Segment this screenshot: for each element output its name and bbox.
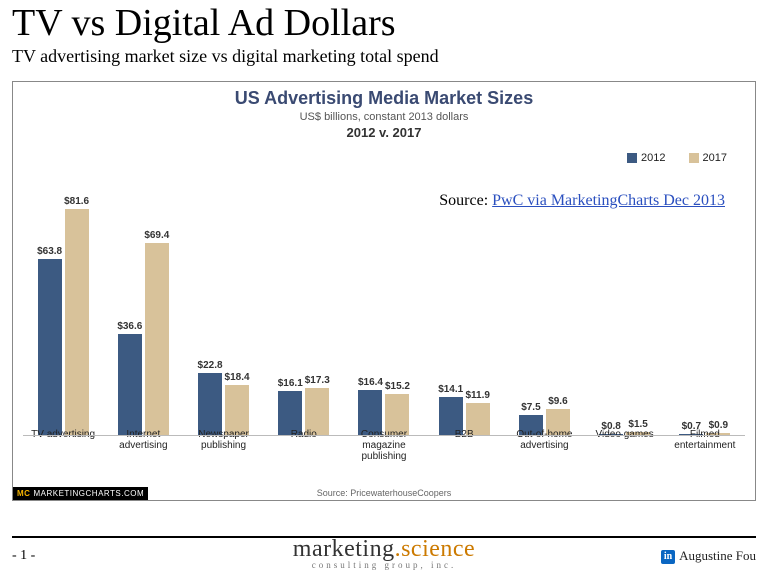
category-group: $14.1$11.9 xyxy=(425,186,503,436)
category-group: $0.8$1.5 xyxy=(586,186,664,436)
x-axis-label: Filmed entertainment xyxy=(666,429,744,462)
bar-value-label: $9.6 xyxy=(548,396,567,407)
bar-value-label: $18.4 xyxy=(225,372,250,383)
x-axis-label: Out-of-home advertising xyxy=(505,429,583,462)
chart-container: US Advertising Media Market Sizes US$ bi… xyxy=(12,81,756,501)
plot-area: $63.8$81.6$36.6$69.4$22.8$18.4$16.1$17.3… xyxy=(23,152,745,478)
bar-value-label: $16.4 xyxy=(358,377,383,388)
chart-subtitle-2: 2012 v. 2017 xyxy=(13,125,755,140)
chart-subtitle-1: US$ billions, constant 2013 dollars xyxy=(13,111,755,123)
bar: $22.8 xyxy=(198,373,222,436)
bar-value-label: $14.1 xyxy=(438,384,463,395)
bar: $81.6 xyxy=(65,209,89,436)
slide: TV vs Digital Ad Dollars TV advertising … xyxy=(0,0,768,576)
x-axis-label: Video games xyxy=(586,429,664,462)
author: in Augustine Fou xyxy=(661,548,756,564)
x-axis-label: B2B xyxy=(425,429,503,462)
footer-brand: marketing.science consulting group, inc. xyxy=(293,537,475,570)
category-group: $7.5 $9.6 xyxy=(505,186,583,436)
x-axis-label: Consumer magazine publishing xyxy=(345,429,423,462)
bar-value-label: $69.4 xyxy=(144,230,169,241)
x-axis-label: Internet advertising xyxy=(104,429,182,462)
category-group: $63.8$81.6 xyxy=(24,186,102,436)
bar: $63.8 xyxy=(38,259,62,436)
chart-source-footer: Source: PricewaterhouseCoopers xyxy=(13,488,755,498)
page-title: TV vs Digital Ad Dollars xyxy=(12,4,756,44)
x-axis: TV advertisingInternet advertisingNewspa… xyxy=(23,429,745,462)
linkedin-icon[interactable]: in xyxy=(661,550,675,564)
bar-value-label: $81.6 xyxy=(64,196,89,207)
axis-baseline xyxy=(23,435,745,436)
bar-value-label: $22.8 xyxy=(198,360,223,371)
bar-value-label: $15.2 xyxy=(385,381,410,392)
bar: $69.4 xyxy=(145,243,169,436)
bar-value-label: $16.1 xyxy=(278,378,303,389)
x-axis-label: Newspaper publishing xyxy=(185,429,263,462)
brand-part-a: marketing xyxy=(293,536,395,562)
category-group: $0.7$0.9 xyxy=(666,186,744,436)
x-axis-label: Radio xyxy=(265,429,343,462)
category-group: $16.4$15.2 xyxy=(345,186,423,436)
category-group: $36.6$69.4 xyxy=(104,186,182,436)
bar-value-label: $63.8 xyxy=(37,246,62,257)
page-number: - 1 - xyxy=(12,548,35,564)
category-group: $22.8$18.4 xyxy=(185,186,263,436)
brand-sub: consulting group, inc. xyxy=(293,561,475,570)
bars-row: $63.8$81.6$36.6$69.4$22.8$18.4$16.1$17.3… xyxy=(23,186,745,436)
bar-value-label: $11.9 xyxy=(465,390,489,401)
page-subtitle: TV advertising market size vs digital ma… xyxy=(12,46,756,67)
bar-value-label: $7.5 xyxy=(521,402,540,413)
bar: $36.6 xyxy=(118,334,142,436)
category-group: $16.1$17.3 xyxy=(265,186,343,436)
chart-title: US Advertising Media Market Sizes xyxy=(13,88,755,109)
chart-header: US Advertising Media Market Sizes US$ bi… xyxy=(13,82,755,140)
bar-value-label: $17.3 xyxy=(305,375,330,386)
bar-value-label: $36.6 xyxy=(117,321,142,332)
brand-part-b: science xyxy=(401,536,475,562)
author-name: Augustine Fou xyxy=(679,548,756,563)
x-axis-label: TV advertising xyxy=(24,429,102,462)
